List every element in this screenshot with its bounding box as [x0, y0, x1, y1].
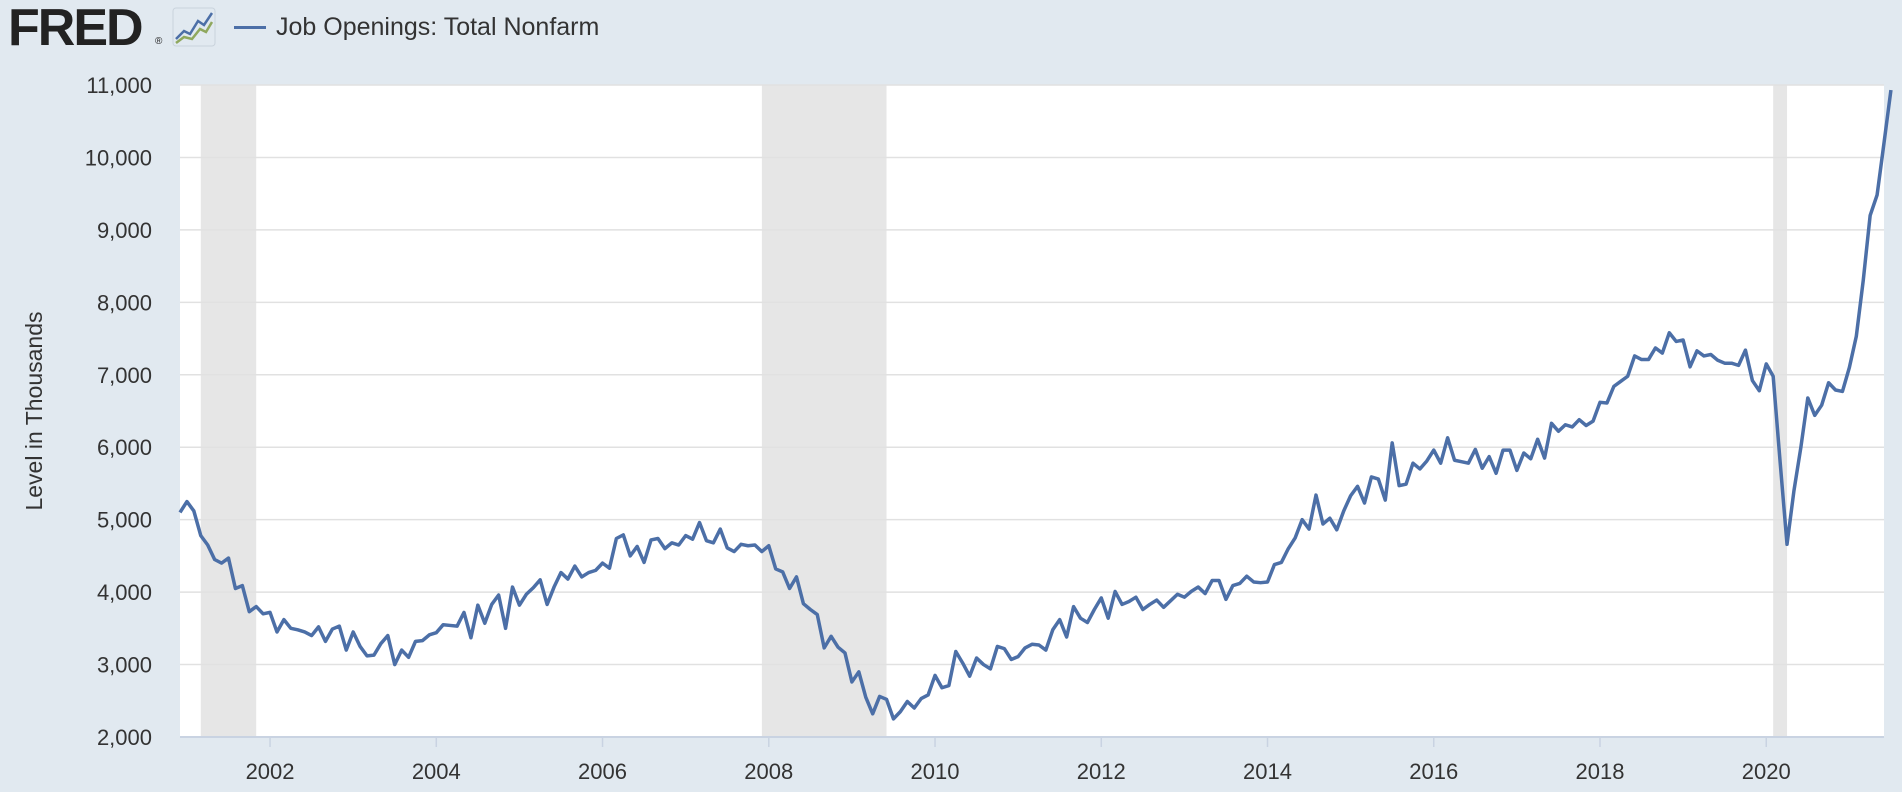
recession-layer [200, 85, 1788, 737]
legend-label: Job Openings: Total Nonfarm [276, 12, 600, 41]
recession-band-3 [1773, 85, 1788, 737]
x-tick-label: 2014 [1243, 759, 1292, 784]
y-tick-label: 4,000 [97, 580, 152, 605]
legend-swatch [234, 25, 266, 29]
y-tick-label: 9,000 [97, 218, 152, 243]
legend[interactable]: Job Openings: Total Nonfarm [234, 10, 599, 44]
chart-header: FRED ® Job Openings: Total Nonfarm [0, 0, 1902, 60]
plot-area [180, 85, 1884, 737]
y-tick-label: 5,000 [97, 508, 152, 533]
y-tick-label: 11,000 [86, 73, 152, 98]
y-tick-label: 6,000 [97, 435, 152, 460]
x-tick-label: 2018 [1576, 759, 1625, 784]
line-graph-icon[interactable] [172, 7, 216, 47]
x-tick-label: 2002 [246, 759, 295, 784]
recession-band-1 [200, 85, 257, 737]
y-tick-label: 8,000 [97, 290, 152, 315]
recession-band-2 [761, 85, 887, 737]
grid-layer [180, 84, 1884, 666]
x-tick-label: 2020 [1742, 759, 1791, 784]
y-tick-label: 10,000 [85, 145, 152, 170]
y-tick-label: 2,000 [97, 725, 152, 750]
x-tick-label: 2016 [1409, 759, 1458, 784]
y-tick-label: 3,000 [97, 653, 152, 678]
x-tick-label: 2012 [1077, 759, 1126, 784]
y-tick-labels: 2,000 3,000 4,000 5,000 6,000 7,000 8,000 9,000… [85, 73, 152, 750]
registered-mark: ® [155, 36, 163, 47]
x-tick-label: 2008 [744, 759, 793, 784]
fred-logo[interactable]: FRED [8, 0, 144, 57]
x-tick-label: 2010 [911, 759, 960, 784]
y-axis-label: Level in Thousands [21, 311, 47, 510]
series-line-job-openings[interactable] [178, 89, 1893, 721]
x-tick-labels: 2002 2004 2006 2008 2010 2012 2014 2016 2018 2020 [246, 737, 1791, 784]
y-tick-label: 7,000 [97, 363, 152, 388]
x-tick-label: 2006 [578, 759, 627, 784]
x-tick-label: 2004 [412, 759, 461, 784]
